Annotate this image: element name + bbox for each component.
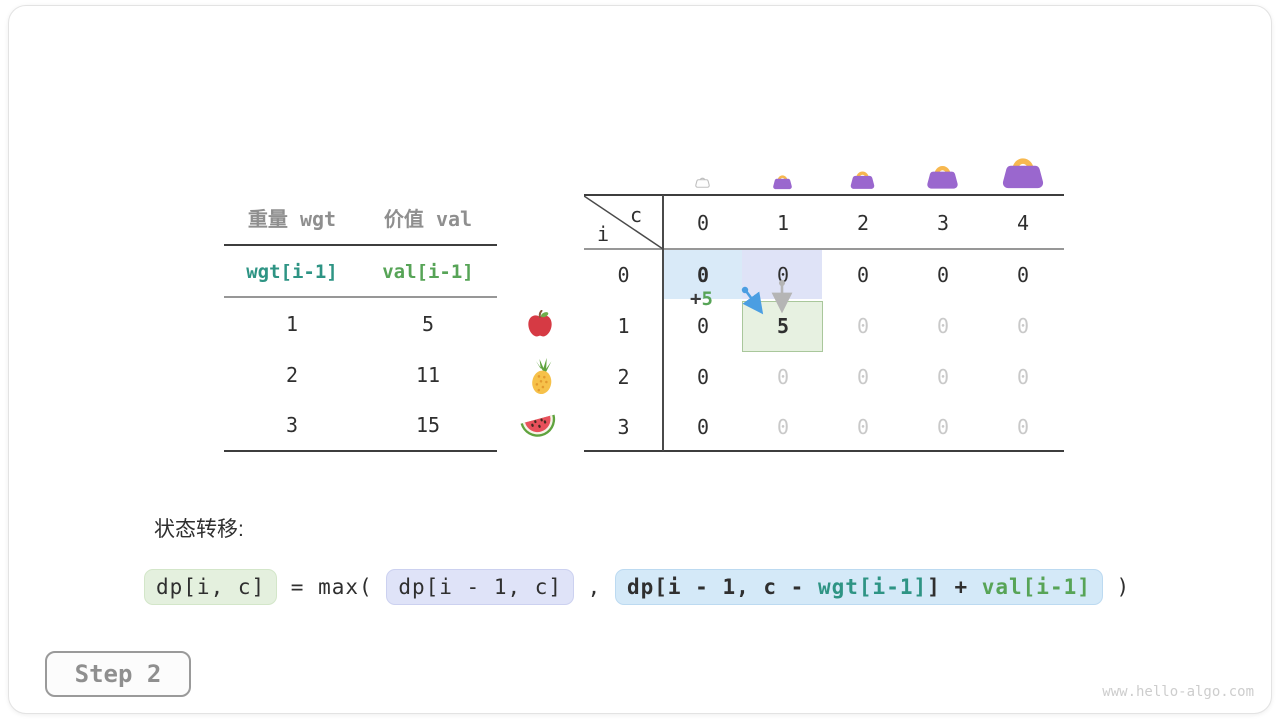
- dp-cell-0-3: 0: [936, 263, 950, 287]
- apple-icon: [526, 310, 554, 338]
- dp-cell-2-4: 0: [1016, 365, 1030, 389]
- dp-cell-1-3: 0: [936, 314, 950, 338]
- formula-arg2-val: val[i-1]: [981, 575, 1091, 599]
- dp-table-top-rule: [584, 194, 1064, 196]
- blue-transfer-arrow: [742, 290, 764, 315]
- watermelon-icon: [520, 409, 557, 442]
- dp-col-header: 2: [856, 211, 870, 235]
- dp-table-header-rule: [584, 248, 1064, 250]
- dp-cell-2-1: 0: [776, 365, 790, 389]
- formula-arg2-prefix: dp[i - 1, c -: [626, 575, 818, 599]
- dp-corner-row-var: i: [597, 222, 610, 246]
- dp-cell-3-3: 0: [936, 415, 950, 439]
- dp-row-header: 0: [617, 263, 630, 287]
- formula-separator: ,: [574, 575, 615, 599]
- bag-large-icon: [925, 159, 960, 190]
- dp-table-vertical-rule: [662, 195, 664, 451]
- items-index-wgt: wgt[i-1]: [246, 261, 338, 283]
- formula-arg2-box: dp[i - 1, c - wgt[i-1]] + val[i-1]: [614, 569, 1103, 605]
- bag-medium-icon: [849, 166, 876, 190]
- dp-cell-1-1: 5: [776, 314, 790, 338]
- step-badge: Step 2: [45, 651, 191, 697]
- dp-col-header: 1: [776, 211, 790, 235]
- items-table-index-rule: [224, 296, 497, 298]
- items-table-header-rule: [224, 244, 497, 246]
- bag-small-icon: [772, 171, 793, 190]
- gain-value: 5: [701, 288, 713, 310]
- dp-cell-0-0: 0: [696, 263, 710, 287]
- formula-arg2-plus: +: [940, 575, 982, 599]
- bag-xlarge-icon: [1000, 149, 1046, 190]
- figure-card: 重量 wgt 价值 val wgt[i-1] val[i-1] 1 5 2 11…: [8, 5, 1272, 714]
- dp-cell-1-0: 0: [696, 314, 710, 338]
- items-table-bottom-rule: [224, 450, 497, 452]
- dp-corner-diagonal: [584, 196, 663, 249]
- formula-arg2-wgt: wgt[i-1]: [817, 575, 928, 599]
- item-1-weight: 1: [285, 312, 299, 336]
- dp-cell-0-2: 0: [856, 263, 870, 287]
- plus-sign: +: [690, 288, 702, 310]
- gain-annotation: +5: [690, 288, 713, 310]
- dp-cell-3-4: 0: [1016, 415, 1030, 439]
- dp-cell-0-4: 0: [1016, 263, 1030, 287]
- dp-cell-3-1: 0: [776, 415, 790, 439]
- dp-cell-1-2: 0: [856, 314, 870, 338]
- dp-cell-2-3: 0: [936, 365, 950, 389]
- pineapple-icon: [525, 357, 559, 395]
- items-index-val: val[i-1]: [382, 261, 474, 283]
- dp-cell-3-0: 0: [696, 415, 710, 439]
- formula-arg2-close: ]: [927, 575, 941, 599]
- bag-empty-icon: [695, 174, 710, 188]
- dp-corner-col-var: c: [630, 203, 643, 227]
- item-3-weight: 3: [285, 413, 299, 437]
- items-col-header-val: 价值 val: [383, 207, 473, 231]
- item-3-value: 15: [415, 413, 441, 437]
- dp-row-header: 3: [617, 415, 630, 439]
- item-2-weight: 2: [285, 363, 299, 387]
- transition-arrows: [724, 276, 794, 321]
- dp-cell-3-2: 0: [856, 415, 870, 439]
- dp-cell-2-0: 0: [696, 365, 710, 389]
- dp-cell-2-2: 0: [856, 365, 870, 389]
- formula-equals: = max(: [277, 575, 387, 599]
- highlight-cell-source-same: [663, 250, 742, 299]
- items-col-header-wgt: 重量 wgt: [247, 207, 337, 231]
- transition-title: 状态转移:: [154, 518, 244, 541]
- gray-arrow-dot: [779, 280, 785, 286]
- transition-formula: dp[i, c] = max( dp[i - 1, c] , dp[i - 1,…: [144, 566, 1130, 608]
- dp-row-header: 2: [617, 365, 630, 389]
- formula-lhs-box: dp[i, c]: [144, 569, 278, 605]
- formula-arg1-box: dp[i - 1, c]: [386, 569, 575, 605]
- formula-closing: ): [1102, 575, 1131, 599]
- dp-cell-1-4: 0: [1016, 314, 1030, 338]
- watermark: www.hello-algo.com: [1102, 684, 1254, 700]
- dp-col-header: 0: [696, 211, 710, 235]
- item-2-value: 11: [415, 363, 441, 387]
- dp-row-header: 1: [617, 314, 630, 338]
- dp-col-header: 4: [1016, 211, 1030, 235]
- dp-col-header: 3: [936, 211, 950, 235]
- item-1-value: 5: [421, 312, 435, 336]
- dp-table-bottom-rule: [584, 450, 1064, 452]
